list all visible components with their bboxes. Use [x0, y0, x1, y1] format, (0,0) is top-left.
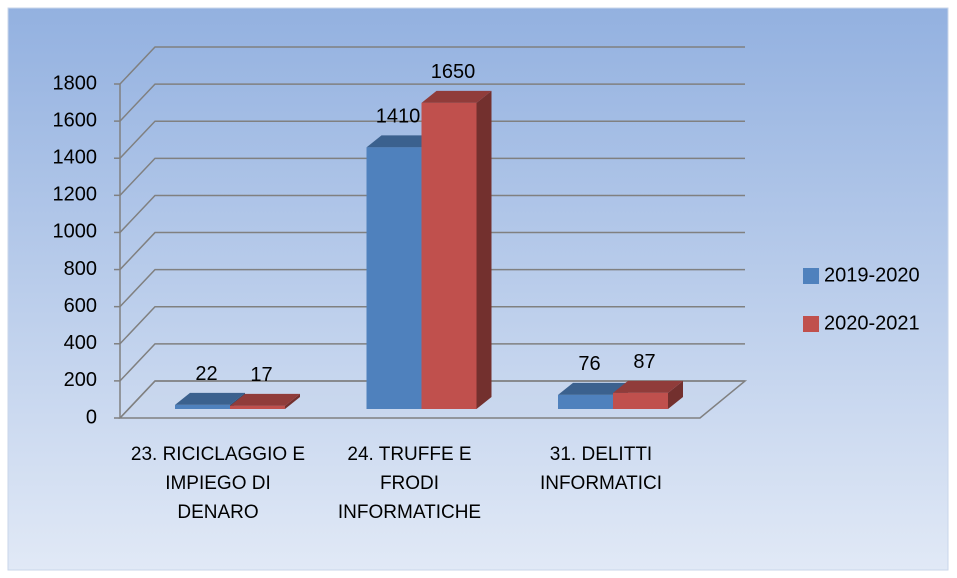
- bar: [421, 90, 492, 409]
- grid-line: [119, 157, 745, 196]
- bar-side: [476, 90, 492, 409]
- grid-line: [119, 306, 745, 345]
- grid-line: [119, 268, 745, 308]
- bar-side: [285, 393, 300, 409]
- bar-front: [175, 404, 230, 409]
- y-tick-label: 1800: [53, 72, 98, 94]
- bar-front: [230, 405, 285, 409]
- bar-top: [558, 382, 628, 395]
- bar: [230, 393, 300, 409]
- value-label: 17: [250, 364, 272, 386]
- value-label: 1410: [376, 106, 421, 128]
- y-tick-label: 1600: [53, 109, 98, 131]
- bar-front: [366, 147, 422, 409]
- x-tick-label: 23. RICICLAGGIO E IMPIEGO DI DENARO: [130, 444, 306, 523]
- grid-line: [119, 83, 745, 122]
- grid-line: [119, 343, 745, 382]
- grid-line: [119, 231, 745, 271]
- y-tick-label: 0: [86, 406, 97, 428]
- y-tick-label: 800: [64, 258, 97, 280]
- value-label: 87: [633, 351, 655, 373]
- bar-front: [613, 392, 668, 409]
- value-label: 22: [195, 363, 217, 385]
- bar-top: [613, 380, 683, 393]
- x-tick-label: 24. TRUFFE E FRODI INFORMATICHE: [337, 444, 482, 523]
- bar-top: [366, 135, 437, 148]
- y-tick-label: 1400: [53, 147, 98, 169]
- bar-front: [421, 102, 477, 409]
- grid-line: [119, 380, 745, 419]
- bar: [613, 380, 683, 409]
- y-tick-label: 1000: [53, 221, 98, 243]
- x-tick-label: 31. DELITTI INFORMATICI: [539, 444, 663, 494]
- legend-label: 2020-2021: [824, 312, 920, 334]
- value-label: 76: [578, 353, 600, 375]
- grid-line: [119, 120, 745, 159]
- bar-top: [421, 90, 492, 103]
- legend-swatch: [803, 268, 819, 284]
- value-label: 1650: [431, 61, 476, 83]
- legend-swatch: [803, 316, 819, 332]
- y-tick-label: 200: [64, 369, 97, 391]
- y-tick-label: 1200: [53, 184, 98, 206]
- bar-top: [175, 392, 245, 405]
- y-tick-label: 400: [64, 332, 97, 354]
- y-tick-label: 600: [64, 295, 97, 317]
- grid-line: [119, 194, 745, 233]
- bar-top: [230, 393, 300, 406]
- grid-line: [119, 46, 745, 85]
- bar-front: [558, 394, 613, 409]
- legend-label: 2019-2020: [824, 264, 920, 286]
- bar-side: [668, 380, 683, 409]
